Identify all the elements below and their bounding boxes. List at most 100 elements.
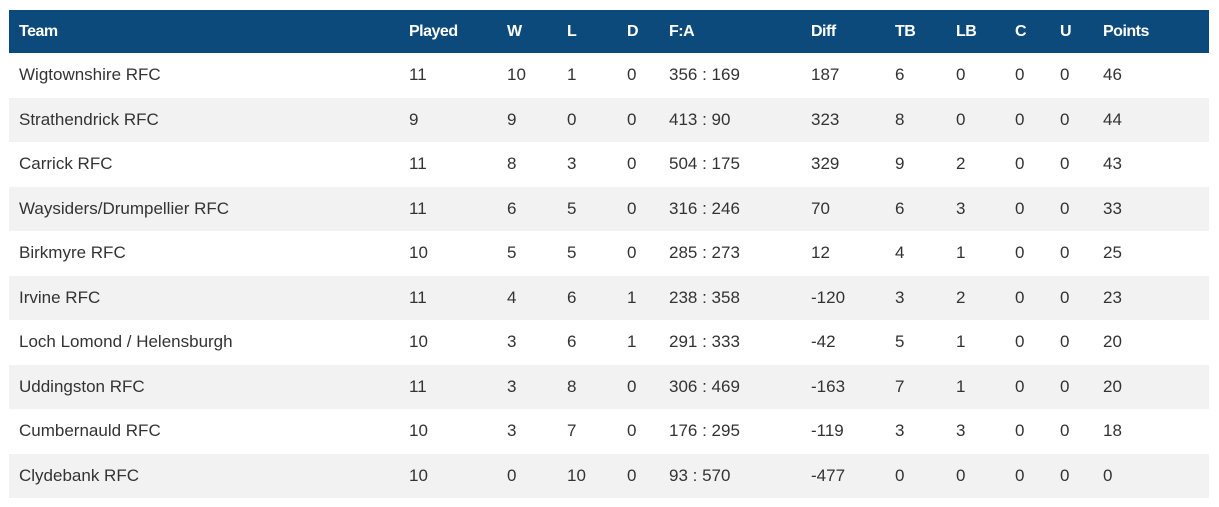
cell-losses: 5 [567,243,577,263]
cell-losing-bonus: 1 [956,243,966,263]
cell-try-bonus: 8 [895,109,905,129]
cell-played: 11 [409,65,427,85]
cell-played: 11 [409,154,427,174]
table-row[interactable]: Cumbernauld RFC 10 3 7 0 176 : 295 -119 3 3 0 0 18 [9,409,1209,454]
header-diff[interactable]: Diff [811,22,836,40]
cell-try-bonus: 3 [895,421,905,441]
header-losses[interactable]: L [567,22,577,40]
cell-team-name[interactable]: Birkmyre RFC [19,243,126,263]
cell-wins: 3 [507,332,517,352]
header-try-bonus[interactable]: TB [895,22,916,40]
cell-c-value: 0 [1015,465,1025,485]
cell-draws: 0 [627,465,637,485]
cell-for-against: 176 : 295 [669,421,740,441]
cell-losses: 0 [567,109,577,129]
table-row[interactable]: Waysiders/Drumpellier RFC 11 6 5 0 316 : 246 7… [9,186,1209,231]
header-wins[interactable]: W [507,22,522,40]
cell-u-value: 0 [1060,376,1070,396]
table-row[interactable]: Birkmyre RFC 10 5 5 0 285 : 273 12 4 1 0 0 25 [9,231,1209,276]
cell-losses: 3 [567,154,577,174]
header-team[interactable]: Team [19,22,58,40]
header-draws[interactable]: D [627,22,639,40]
cell-wins: 5 [507,243,517,263]
cell-losing-bonus: 0 [956,109,966,129]
table-row[interactable]: Clydebank RFC 10 0 10 0 93 : 570 -477 0 0 0 0 0 [9,453,1209,498]
cell-team-name[interactable]: Cumbernauld RFC [19,421,161,441]
header-for-against[interactable]: F:A [669,22,695,40]
cell-u-value: 0 [1060,198,1070,218]
cell-losing-bonus: 0 [956,65,966,85]
cell-team-name[interactable]: Uddingston RFC [19,376,145,396]
cell-team-name[interactable]: Irvine RFC [19,287,101,307]
header-played[interactable]: Played [409,22,458,40]
cell-wins: 4 [507,287,517,307]
cell-try-bonus: 5 [895,332,905,352]
cell-try-bonus: 7 [895,376,905,396]
cell-team-name[interactable]: Carrick RFC [19,154,113,174]
cell-diff: -120 [811,287,846,307]
cell-wins: 10 [507,65,526,85]
cell-for-against: 93 : 570 [669,465,731,485]
header-u[interactable]: U [1060,22,1072,40]
cell-points: 20 [1103,376,1122,396]
table-row[interactable]: Irvine RFC 11 4 6 1 238 : 358 -120 3 2 0 0 23 [9,275,1209,320]
cell-c-value: 0 [1015,109,1025,129]
table-row[interactable]: Loch Lomond / Helensburgh 10 3 6 1 291 : 333-… [9,320,1209,365]
cell-for-against: 413 : 90 [669,109,731,129]
table-header-row: Team Played W L D F:A Diff TB LB C U Poi… [9,10,1209,53]
cell-draws: 0 [627,376,637,396]
cell-team-name[interactable]: Loch Lomond / Helensburgh [19,332,233,352]
cell-u-value: 0 [1060,109,1070,129]
cell-c-value: 0 [1015,332,1025,352]
table-row[interactable]: Wigtownshire RFC 11 10 1 0 356 : 169 187 6 0 0 0 46 [9,53,1209,98]
cell-points: 0 [1103,465,1113,485]
cell-draws: 0 [627,65,637,85]
table-row[interactable]: Uddingston RFC 11 3 8 0 306 : 469 -163 7 1 0 0 20 [9,364,1209,409]
cell-team-name[interactable]: Waysiders/Drumpellier RFC [19,198,230,218]
cell-losses: 6 [567,287,577,307]
cell-c-value: 0 [1015,198,1025,218]
cell-try-bonus: 6 [895,65,905,85]
cell-wins: 6 [507,198,517,218]
cell-losing-bonus: 1 [956,376,966,396]
cell-points: 25 [1103,243,1122,263]
cell-diff: -163 [811,376,846,396]
cell-try-bonus: 4 [895,243,905,263]
cell-team-name[interactable]: Strathendrick RFC [19,109,159,129]
cell-team-name[interactable]: Wigtownshire RFC [19,65,161,85]
header-losing-bonus[interactable]: LB [956,22,977,40]
cell-played: 11 [409,376,427,396]
cell-wins: 8 [507,154,517,174]
cell-points: 23 [1103,287,1122,307]
cell-points: 18 [1103,421,1122,441]
cell-try-bonus: 3 [895,287,905,307]
cell-losses: 1 [567,65,577,85]
cell-draws: 0 [627,198,637,218]
cell-played: 10 [409,421,428,441]
cell-played: 10 [409,465,428,485]
cell-u-value: 0 [1060,421,1070,441]
header-c[interactable]: C [1015,22,1027,40]
cell-diff: 323 [811,109,840,129]
cell-losing-bonus: 1 [956,332,966,352]
cell-for-against: 285 : 273 [669,243,740,263]
cell-u-value: 0 [1060,287,1070,307]
table-row[interactable]: Carrick RFC 11 8 3 0 504 : 175 329 9 2 0 0 43 [9,142,1209,187]
cell-try-bonus: 6 [895,198,905,218]
cell-team-name[interactable]: Clydebank RFC [19,465,139,485]
league-table: Team Played W L D F:A Diff TB LB C U Poi… [9,10,1209,498]
cell-diff: 12 [811,243,830,263]
cell-u-value: 0 [1060,65,1070,85]
cell-draws: 1 [627,332,637,352]
cell-diff: 187 [811,65,840,85]
cell-draws: 0 [627,243,637,263]
table-row[interactable]: Strathendrick RFC 9 9 0 0 413 : 90 323 8 0 0 0 44 [9,97,1209,142]
cell-try-bonus: 0 [895,465,905,485]
cell-points: 33 [1103,198,1122,218]
header-points[interactable]: Points [1103,22,1149,40]
cell-c-value: 0 [1015,65,1025,85]
cell-played: 11 [409,287,427,307]
cell-points: 46 [1103,65,1122,85]
cell-diff: 70 [811,198,830,218]
cell-losing-bonus: 3 [956,198,966,218]
